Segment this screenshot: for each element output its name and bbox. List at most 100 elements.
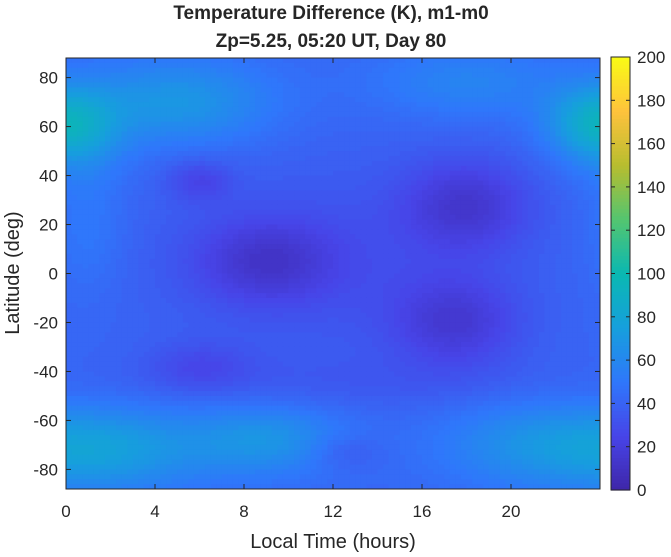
heatmap-cell bbox=[360, 141, 367, 147]
heatmap-cell bbox=[416, 224, 423, 231]
heatmap-cell bbox=[583, 239, 590, 245]
heatmap-cell bbox=[316, 288, 323, 294]
heatmap-cell bbox=[132, 67, 139, 74]
heatmap-cell bbox=[182, 175, 189, 182]
heatmap-cell bbox=[377, 106, 384, 113]
heatmap-cell bbox=[333, 146, 340, 152]
heatmap-cell bbox=[88, 72, 95, 79]
heatmap-cell bbox=[266, 214, 273, 221]
heatmap-cell bbox=[155, 302, 162, 309]
heatmap-cell bbox=[216, 258, 223, 265]
heatmap-cell bbox=[533, 116, 540, 123]
heatmap-cell bbox=[449, 297, 456, 304]
heatmap-cell bbox=[282, 214, 290, 221]
heatmap-cell bbox=[116, 116, 123, 123]
heatmap-cell bbox=[433, 293, 440, 299]
heatmap-cell bbox=[555, 116, 562, 123]
heatmap-cell bbox=[77, 175, 84, 182]
heatmap-cell bbox=[522, 209, 529, 216]
heatmap-cell bbox=[438, 263, 445, 270]
heatmap-cell bbox=[360, 239, 367, 245]
heatmap-cell bbox=[499, 239, 507, 245]
heatmap-cell bbox=[316, 200, 323, 206]
heatmap-cell bbox=[177, 160, 184, 167]
heatmap-cell bbox=[338, 97, 345, 103]
heatmap-cell bbox=[555, 102, 562, 108]
heatmap-cell bbox=[193, 219, 201, 226]
heatmap-cell bbox=[427, 136, 434, 142]
heatmap-cell bbox=[232, 67, 240, 74]
heatmap-cell bbox=[527, 258, 534, 265]
heatmap-cell bbox=[572, 58, 579, 64]
heatmap-cell bbox=[88, 121, 95, 128]
heatmap-cell bbox=[444, 229, 451, 235]
heatmap-cell bbox=[199, 302, 206, 309]
heatmap-cell bbox=[244, 106, 251, 113]
heatmap-cell bbox=[577, 293, 584, 299]
heatmap-cell bbox=[572, 229, 579, 235]
heatmap-cell bbox=[327, 229, 334, 235]
heatmap-cell bbox=[294, 97, 301, 103]
heatmap-cell bbox=[477, 126, 484, 133]
heatmap-cell bbox=[561, 214, 568, 221]
heatmap-cell bbox=[544, 116, 551, 123]
heatmap-cell bbox=[355, 273, 362, 279]
heatmap-cell bbox=[143, 165, 151, 172]
heatmap-cell bbox=[477, 258, 484, 265]
heatmap-cell bbox=[566, 87, 573, 93]
heatmap-cell bbox=[371, 278, 379, 284]
heatmap-cell bbox=[166, 175, 173, 182]
heatmap-cell bbox=[249, 204, 256, 211]
heatmap-cell bbox=[82, 239, 89, 245]
heatmap-cell bbox=[405, 146, 412, 152]
heatmap-cell bbox=[66, 263, 73, 270]
heatmap-cell bbox=[388, 229, 395, 235]
heatmap-cell bbox=[249, 131, 256, 137]
heatmap-cell bbox=[177, 126, 184, 133]
heatmap-cell bbox=[271, 87, 278, 93]
heatmap-cell bbox=[299, 82, 306, 88]
heatmap-cell bbox=[255, 97, 262, 103]
heatmap-cell bbox=[566, 82, 573, 88]
heatmap-cell bbox=[188, 258, 195, 265]
heatmap-cell bbox=[388, 204, 395, 211]
heatmap-cell bbox=[132, 77, 139, 84]
heatmap-cell bbox=[533, 82, 540, 88]
heatmap-cell bbox=[132, 253, 139, 260]
heatmap-cell bbox=[410, 146, 418, 152]
heatmap-cell bbox=[249, 121, 256, 128]
heatmap-cell bbox=[288, 190, 295, 196]
heatmap-cell bbox=[305, 121, 312, 128]
heatmap-cell bbox=[516, 146, 523, 152]
heatmap-cell bbox=[244, 180, 251, 186]
heatmap-cell bbox=[538, 278, 545, 284]
heatmap-cell bbox=[316, 92, 323, 98]
heatmap-cell bbox=[310, 224, 317, 231]
heatmap-cell bbox=[505, 121, 512, 128]
heatmap-cell bbox=[288, 273, 295, 279]
heatmap-cell bbox=[588, 283, 596, 289]
heatmap-cell bbox=[527, 195, 534, 201]
heatmap-cell bbox=[394, 111, 401, 118]
heatmap-cell bbox=[533, 219, 540, 226]
heatmap-cell bbox=[66, 200, 73, 206]
heatmap-cell bbox=[138, 121, 145, 128]
heatmap-cell bbox=[260, 253, 267, 260]
heatmap-cell bbox=[494, 175, 501, 182]
heatmap-cell bbox=[121, 58, 128, 64]
heatmap-cell bbox=[338, 106, 345, 113]
heatmap-cell bbox=[577, 62, 584, 69]
heatmap-cell bbox=[288, 185, 295, 191]
heatmap-cell bbox=[282, 141, 290, 147]
heatmap-cell bbox=[494, 190, 501, 196]
heatmap-cell bbox=[210, 185, 217, 191]
heatmap-cell bbox=[71, 263, 78, 270]
heatmap-cell bbox=[132, 190, 139, 196]
heatmap-cell bbox=[410, 155, 418, 162]
heatmap-cell bbox=[410, 209, 418, 216]
heatmap-cell bbox=[127, 62, 134, 69]
heatmap-cell bbox=[88, 141, 95, 147]
heatmap-cell bbox=[438, 67, 445, 74]
heatmap-cell bbox=[266, 195, 273, 201]
heatmap-cell bbox=[232, 258, 240, 265]
